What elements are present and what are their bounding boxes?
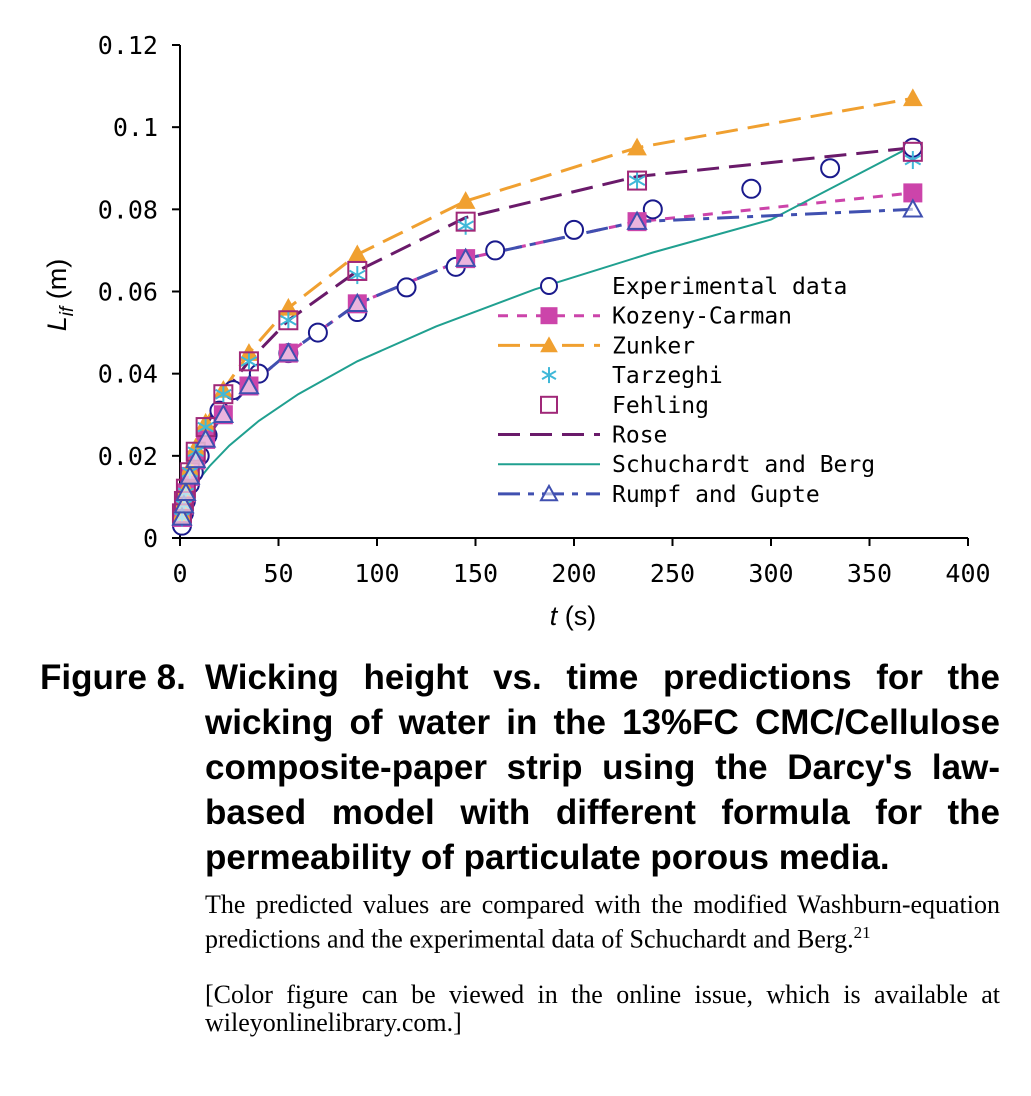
data-point — [215, 385, 232, 404]
series-markers-rumpf-and-gupte — [171, 198, 924, 526]
data-point — [540, 307, 558, 325]
legend-label: Fehling — [612, 393, 709, 419]
wicking-chart: 0 50 100 150 200 250 300 350 400 0 0.02 0.04 0.06 0.0… — [42, 31, 991, 631]
chart-legend: Experimental data Kozeny-Carman Zunker Tarz… — [498, 274, 875, 508]
data-point — [173, 494, 195, 514]
data-point — [457, 216, 474, 235]
note-comparison-text: The predicted values are compared with t… — [205, 890, 1000, 954]
y-tick-label: 0.04 — [98, 360, 158, 389]
x-tick-label: 0 — [172, 559, 187, 588]
legend-label: Rose — [612, 423, 667, 449]
y-tick-label: 0.06 — [98, 278, 158, 307]
data-point — [396, 277, 417, 298]
data-point — [902, 198, 924, 218]
data-point — [185, 448, 207, 469]
legend-label: Zunker — [612, 333, 695, 359]
legend-item: Rose — [498, 423, 667, 449]
data-point — [642, 199, 663, 220]
legend-label: Tarzeghi — [612, 363, 723, 389]
legend-item: Zunker — [498, 333, 695, 359]
data-point — [540, 336, 558, 353]
data-point — [175, 481, 197, 502]
legend-item: Rumpf and Gupte — [498, 482, 820, 508]
x-axis-title: t (s) — [550, 601, 597, 631]
data-point — [455, 211, 476, 232]
data-point — [627, 170, 648, 191]
x-tick-label: 50 — [263, 559, 293, 588]
data-point — [820, 158, 841, 179]
data-point — [194, 428, 217, 448]
data-point — [902, 88, 923, 107]
data-point — [278, 310, 299, 331]
y-tick-label: 0.12 — [98, 31, 158, 60]
figure-label: Figure 8. — [40, 658, 186, 697]
data-point — [902, 141, 923, 162]
data-point — [540, 277, 558, 295]
reference-superscript: 21 — [853, 923, 871, 942]
y-tick-label: 0 — [143, 524, 158, 553]
data-point — [238, 374, 260, 395]
data-point — [485, 240, 506, 261]
data-point — [741, 178, 762, 199]
legend-item: Kozeny-Carman — [498, 304, 792, 330]
data-point — [627, 137, 647, 156]
legend-label: Experimental data — [612, 274, 847, 300]
legend-label: Rumpf and Gupte — [612, 482, 820, 508]
data-point — [307, 322, 328, 343]
x-tick-label: 400 — [945, 559, 990, 588]
data-point — [541, 367, 557, 384]
data-point — [347, 260, 368, 281]
series-markers — [171, 88, 924, 536]
data-point — [564, 219, 584, 240]
data-point — [349, 266, 366, 285]
data-point — [626, 210, 648, 230]
y-tick-label: 0.02 — [98, 442, 158, 471]
figure-title: Wicking height vs. time predictions for … — [205, 658, 1000, 877]
data-point — [213, 384, 234, 405]
legend-item: Tarzeghi — [541, 363, 723, 389]
data-point — [179, 465, 201, 485]
x-tick-label: 200 — [551, 559, 596, 588]
data-point — [539, 483, 559, 502]
data-point — [455, 191, 476, 209]
x-tick-label: 350 — [847, 559, 892, 588]
legend-label: Kozeny-Carman — [612, 304, 792, 330]
x-tick-label: 250 — [650, 559, 695, 588]
data-point — [171, 506, 193, 526]
legend-label: Schuchardt and Berg — [612, 452, 875, 478]
x-tick-label: 300 — [748, 559, 793, 588]
y-tick-label: 0.1 — [113, 113, 158, 142]
data-point — [240, 352, 258, 371]
chart-axes: 0 50 100 150 200 250 300 350 400 0 0.02 0.04 0.06 0.0… — [98, 31, 991, 588]
data-point — [628, 171, 646, 190]
data-point — [347, 244, 368, 263]
figure-note-comparison: The predicted values are compared with t… — [205, 891, 1000, 954]
x-tick-label: 150 — [453, 559, 498, 588]
data-point — [280, 311, 297, 330]
figure-note-color: [Color figure can be viewed in the onlin… — [205, 980, 1000, 1037]
legend-item: Schuchardt and Berg — [498, 452, 875, 478]
y-axis-title: Lif (m) — [42, 259, 78, 332]
data-point — [212, 403, 235, 423]
data-point — [346, 292, 368, 313]
data-point — [454, 247, 477, 267]
legend-item: Fehling — [540, 393, 709, 419]
data-point — [540, 395, 558, 414]
x-tick-label: 100 — [354, 559, 399, 588]
data-point — [277, 342, 300, 362]
y-tick-label: 0.08 — [98, 195, 158, 224]
data-point — [238, 351, 259, 372]
legend-item: Experimental data — [540, 274, 847, 300]
